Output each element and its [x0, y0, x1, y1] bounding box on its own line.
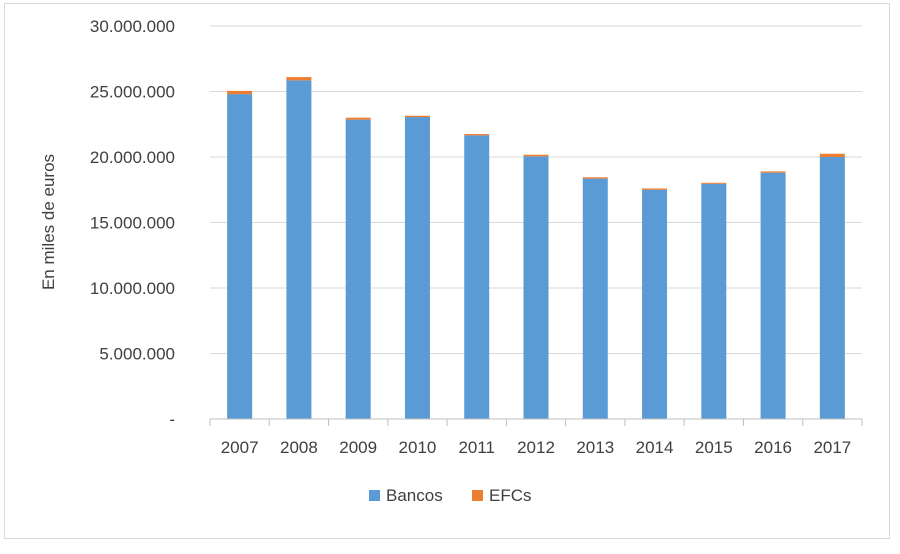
bar-bancos-2015 [701, 183, 727, 419]
bar-efcs-2009 [345, 117, 371, 120]
x-tick-label: 2009 [339, 438, 377, 457]
bar-efcs-2010 [404, 115, 430, 118]
bar-bancos-2008 [286, 80, 312, 420]
x-tick-label: 2012 [517, 438, 555, 457]
bars [227, 77, 845, 420]
x-tick-label: 2016 [754, 438, 792, 457]
bar-bancos-2017 [819, 157, 845, 419]
x-tick-label: 2007 [221, 438, 259, 457]
gridlines [210, 25, 862, 354]
y-axis-ticks: - 5.000.000 10.000.000 15.000.000 20.000.000… [90, 17, 175, 429]
bar-efcs-2012 [523, 154, 549, 157]
y-axis-label: En miles de euros [39, 154, 58, 290]
bar-bancos-2009 [345, 119, 371, 419]
bar-efcs-2017 [819, 153, 845, 157]
bar-efcs-2013 [582, 177, 608, 179]
bar-bancos-2016 [760, 172, 786, 419]
x-tick-label: 2013 [576, 438, 614, 457]
legend-swatch-bancos [369, 490, 380, 501]
x-tick-label: 2011 [458, 438, 495, 457]
y-tick-label: 20.000.000 [90, 148, 175, 167]
y-tick-label: 10.000.000 [90, 279, 175, 298]
bar-bancos-2013 [582, 178, 608, 419]
x-tick-label: 2010 [399, 438, 437, 457]
legend: Bancos EFCs [369, 486, 532, 505]
bar-efcs-2015 [701, 182, 727, 184]
bar-efcs-2016 [760, 171, 786, 173]
x-tick-label: 2015 [695, 438, 733, 457]
y-tick-label: 25.000.000 [90, 83, 175, 102]
y-tick-label: 5.000.000 [99, 345, 175, 364]
bar-bancos-2007 [227, 94, 253, 420]
bar-efcs-2014 [642, 188, 668, 190]
y-tick-label: 30.000.000 [90, 17, 175, 36]
bar-efcs-2007 [227, 90, 253, 95]
y-tick-label: 15.000.000 [90, 214, 175, 233]
bar-bancos-2014 [642, 189, 668, 419]
legend-label-efcs: EFCs [489, 486, 532, 505]
bar-efcs-2008 [286, 77, 312, 81]
y-tick-label: - [169, 410, 175, 429]
bar-efcs-2011 [464, 134, 490, 136]
legend-label-bancos: Bancos [386, 486, 443, 505]
bar-bancos-2012 [523, 156, 549, 419]
bar-bancos-2010 [404, 117, 430, 420]
x-tick-label: 2014 [636, 438, 674, 457]
x-axis: 2007 2008 2009 2010 2011 2012 2013 2014 2015 2016… [209, 418, 863, 457]
legend-swatch-efcs [472, 490, 483, 501]
x-tick-label: 2017 [813, 438, 851, 457]
x-tick-label: 2008 [280, 438, 318, 457]
chart-frame [4, 3, 890, 539]
bar-bancos-2011 [464, 135, 490, 419]
